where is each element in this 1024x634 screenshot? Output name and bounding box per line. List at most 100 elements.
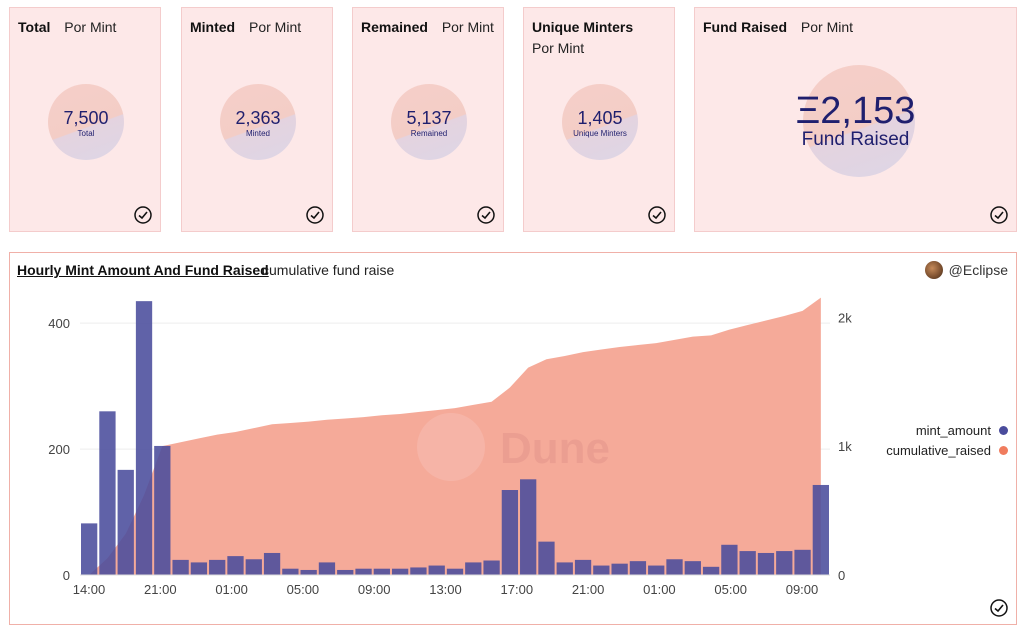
counter-value: 2,363 [235, 108, 281, 128]
card-tab[interactable]: Por Mint [800, 19, 854, 35]
chart-panel: Hourly Mint Amount And Fund Raised cumul… [9, 252, 1017, 625]
author-name: @Eclipse [948, 262, 1008, 278]
card-header: Total Por Mint [18, 17, 152, 38]
avatar [924, 261, 943, 279]
bar-mint-amount [318, 562, 336, 575]
x-tick-label: 05:00 [714, 582, 747, 597]
counter-value: 5,137 [406, 108, 452, 128]
bar-mint-amount [739, 551, 756, 575]
legend-item-cumulative-raised[interactable]: cumulative_raised [878, 440, 1008, 460]
chart-canvas: Dune 0 200 400 0 1k 2k 14:00 21:00 01:00 05:00 09:… [48, 297, 852, 597]
bar-mint-amount [702, 566, 720, 575]
card-title: Remained [361, 19, 428, 35]
legend-label: mint_amount [915, 422, 991, 438]
counter-circle [391, 84, 467, 160]
x-tick-label: 01:00 [643, 582, 676, 597]
bar-mint-amount [410, 567, 427, 575]
y-left-tick-label: 400 [48, 316, 70, 331]
card-remained: Remained Por Mint 5,137 Remained [352, 7, 504, 232]
bar-mint-amount [282, 568, 299, 575]
dune-watermark: Dune [417, 413, 610, 481]
counter-circle [803, 65, 915, 177]
bar-mint-amount [300, 569, 317, 575]
counter-value: Ξ2,153 [795, 90, 916, 132]
bar-mint-amount [209, 559, 226, 575]
checkmark-icon [648, 206, 666, 224]
bar-mint-amount [593, 565, 610, 575]
card-title: Unique Minters [532, 19, 634, 35]
counter-circle [562, 84, 638, 160]
card-title: Minted [190, 19, 236, 35]
bar-mint-amount [373, 568, 390, 575]
bar-mint-amount [81, 523, 98, 575]
card-title: Total [18, 19, 51, 35]
bar-mint-amount [117, 469, 134, 575]
counter-label: Minted [245, 129, 270, 138]
y-right-tick-label: 0 [838, 568, 845, 583]
x-tick-label: 17:00 [501, 582, 534, 597]
card-header: Remained Por Mint [361, 17, 495, 38]
bar-mint-amount [629, 561, 647, 575]
legend: mint_amount cumulative_raised [878, 420, 1008, 460]
x-tick-label: 05:00 [287, 582, 320, 597]
bar-mint-amount [337, 569, 354, 575]
chart-tab[interactable]: cumulative fund raise [262, 262, 395, 278]
x-tick-label: 13:00 [429, 582, 462, 597]
x-tick-label: 21:00 [572, 582, 605, 597]
counter-label: Remained [410, 129, 448, 138]
card-minted: Minted Por Mint 2,363 Minted [181, 7, 333, 232]
card-tab[interactable]: Por Mint [249, 19, 302, 35]
card-tab[interactable]: Por Mint [64, 19, 117, 35]
bar-mint-amount [757, 552, 775, 575]
bar-mint-amount [154, 445, 171, 575]
bar-mint-amount [520, 479, 537, 575]
x-tick-label: 09:00 [358, 582, 391, 597]
card-tab[interactable]: Por Mint [532, 40, 585, 56]
card-unique-minters: Unique Minters Por Mint 1,405 Unique Min… [523, 7, 675, 232]
legend-dot [999, 445, 1008, 455]
bar-mint-amount [556, 562, 573, 575]
bar-mint-amount [666, 559, 683, 575]
checkmark-icon [477, 206, 495, 224]
bar-mint-amount [776, 551, 793, 575]
author[interactable]: @Eclipse [924, 261, 1008, 279]
x-tick-label: 01:00 [215, 582, 248, 597]
bar-mint-amount [465, 562, 482, 575]
x-tick-label: 14:00 [73, 582, 106, 597]
card-total: Total Por Mint 7,500 Total [9, 7, 161, 232]
counter-circle [48, 84, 124, 160]
watermark-text: Dune [500, 424, 610, 473]
bar-mint-amount [794, 549, 811, 575]
y-right-tick-label: 2k [838, 310, 852, 325]
bar-mint-amount [227, 556, 244, 575]
counter-value: 7,500 [63, 108, 109, 128]
bar-mint-amount [574, 559, 592, 575]
bar-mint-amount [428, 565, 445, 575]
card-header: Unique Minters Por Mint [532, 17, 666, 59]
checkmark-icon [990, 206, 1008, 224]
bar-mint-amount [446, 568, 464, 575]
bar-mint-amount [812, 484, 829, 575]
checkmark-icon [990, 599, 1008, 617]
bar-mint-amount [355, 568, 372, 575]
counter-label: Fund Raised [801, 129, 910, 150]
card-header: Minted Por Mint [190, 17, 324, 38]
x-tick-label: 09:00 [786, 582, 819, 597]
chart-title[interactable]: Hourly Mint Amount And Fund Raised [17, 262, 269, 278]
y-left-tick-label: 0 [63, 568, 70, 583]
bar-mint-amount [190, 562, 208, 575]
legend-item-mint-amount[interactable]: mint_amount [878, 420, 1008, 440]
bar-mint-amount [648, 565, 665, 575]
bar-mint-amount [483, 560, 500, 575]
legend-label: cumulative_raised [886, 442, 991, 458]
bar-mint-amount [135, 301, 153, 575]
bar-mint-amount [391, 568, 409, 575]
bar-mint-amount [172, 559, 189, 575]
bar-mint-amount [538, 541, 555, 575]
bar-mint-amount [721, 544, 738, 575]
card-title: Fund Raised [703, 19, 788, 35]
bar-mint-amount [99, 411, 116, 575]
bar-mint-amount [501, 490, 519, 575]
card-tab[interactable]: Por Mint [441, 19, 494, 35]
x-tick-label: 21:00 [144, 582, 177, 597]
